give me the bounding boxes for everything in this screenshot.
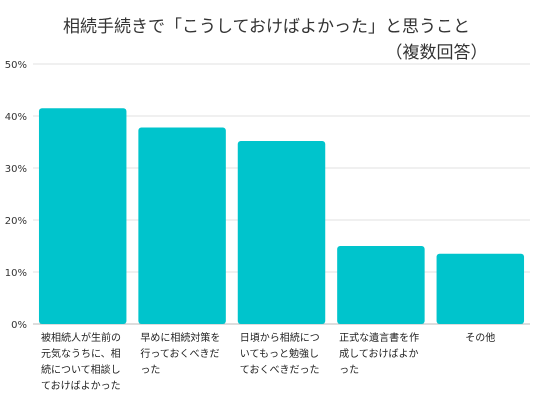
x-category-label-5: その他 <box>465 333 496 344</box>
bar-1 <box>38 108 127 324</box>
chart-title: 相続手続きで「こうしておけばよかった」と思うこと （複数回答） <box>0 14 533 66</box>
y-tick-label: 10% <box>5 268 27 279</box>
chart-title-line-2: （複数回答） <box>385 43 488 63</box>
bar-2 <box>138 127 226 324</box>
bar-3 <box>237 140 326 324</box>
y-tick-label: 50% <box>5 60 27 71</box>
bar-4 <box>337 246 425 324</box>
y-tick-label: 30% <box>5 164 27 175</box>
y-tick-label: 40% <box>5 112 27 123</box>
chart-title-line-1: 相続手続きで「こうしておけばよかった」と思うこと <box>63 17 470 37</box>
y-tick-label: 0% <box>11 320 27 331</box>
y-tick-label: 20% <box>5 216 27 227</box>
x-category-label-2: 早めに相続対策を行っておくべきだった <box>140 333 221 376</box>
x-category-label-1: 被相続人が生前の元気なうちに、相続について相談しておけばよかった <box>40 333 121 392</box>
x-category-label-3: 日頃から相続についてもっと勉強しておくべきだった <box>239 333 320 376</box>
bar-5 <box>436 253 525 324</box>
x-category-label-4: 正式な遺言書を作成しておけばよかった <box>339 333 420 376</box>
